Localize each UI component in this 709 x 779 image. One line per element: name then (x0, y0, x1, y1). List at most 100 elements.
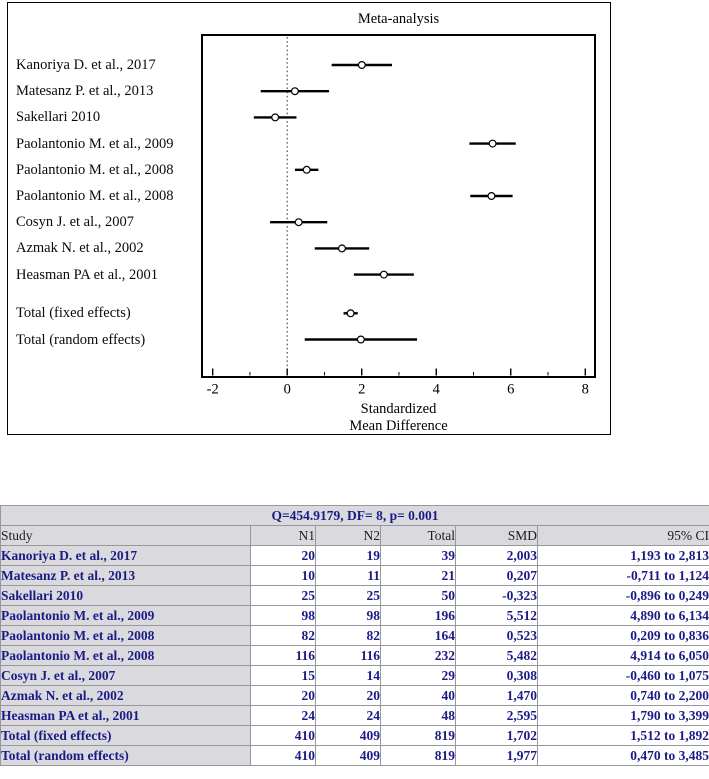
column-header-n1: N1 (250, 525, 316, 546)
study-label: Kanoriya D. et al., 2017 (16, 57, 156, 73)
value-cell: 5,512 (455, 605, 538, 626)
value-cell: 1,193 to 2,813 (537, 545, 709, 566)
value-cell: 25 (250, 585, 316, 606)
value-cell: 409 (315, 745, 381, 766)
study-label: Paolantonio M. et al., 2008 (16, 161, 174, 178)
value-cell: 0,740 to 2,200 (537, 685, 709, 706)
x-axis-label-line1: Standardized (360, 401, 437, 417)
value-cell: 1,790 to 3,399 (537, 705, 709, 726)
value-cell: 11 (315, 565, 381, 586)
column-header-95-ci: 95% CI (537, 525, 709, 546)
study-name-cell: Azmak N. et al., 2002 (0, 685, 251, 706)
column-header-smd: SMD (455, 525, 538, 546)
column-header-n2: N2 (315, 525, 381, 546)
value-cell: 1,977 (455, 745, 538, 766)
table-row: Kanoriya D. et al., 2017 20 19 39 2,003 1,193… (0, 545, 709, 566)
column-header-study: Study (0, 525, 251, 546)
value-cell: 0,308 (455, 665, 538, 686)
value-cell: 232 (380, 645, 456, 666)
value-cell: 5,482 (455, 645, 538, 666)
value-cell: 98 (315, 605, 381, 626)
value-cell: 410 (250, 725, 316, 746)
value-cell: -0,896 to 0,249 (537, 585, 709, 606)
chart-title: Meta-analysis (357, 11, 440, 27)
value-cell: 98 (250, 605, 316, 626)
table-row: Matesanz P. et al., 2013 10 11 21 0,207 -0,71… (0, 565, 709, 586)
column-header-total: Total (380, 525, 456, 546)
value-cell: -0,323 (455, 585, 538, 606)
value-cell: 20 (250, 545, 316, 566)
value-cell: 25 (315, 585, 381, 606)
value-cell: 15 (250, 665, 316, 686)
value-cell: 19 (315, 545, 381, 566)
value-cell: 0,470 to 3,485 (537, 745, 709, 766)
value-cell: 24 (315, 705, 381, 726)
table-row: Cosyn J. et al., 2007 15 14 29 0,308 -0,460 t… (0, 665, 709, 686)
study-label: Heasman PA et al., 2001 (16, 266, 159, 283)
value-cell: 0,209 to 0,836 (537, 625, 709, 646)
value-cell: 409 (315, 725, 381, 746)
value-cell: 819 (380, 725, 456, 746)
study-label: Cosyn J. et al., 2007 (16, 214, 135, 231)
value-cell: 0,523 (455, 625, 538, 646)
value-cell: 20 (250, 685, 316, 706)
study-label: Paolantonio M. et al., 2008 (16, 188, 174, 204)
value-cell: 2,595 (455, 705, 538, 726)
study-label: Total (fixed effects) (16, 305, 131, 322)
value-cell: 21 (380, 565, 456, 586)
study-name-cell: Total (random effects) (0, 745, 251, 766)
table-row: Total (fixed effects) 410 409 819 1,702 1,512… (0, 725, 709, 746)
results-table: Q=454.9179, DF= 8, p= 0.001 Study N1 N2 Tota… (0, 505, 709, 766)
study-label: Total (random effects) (16, 331, 146, 348)
value-cell: 48 (380, 705, 456, 726)
value-cell: 29 (380, 665, 456, 686)
study-name-cell: Paolantonio M. et al., 2008 (0, 625, 251, 646)
study-label: Sakellari 2010 (16, 109, 101, 126)
table-row: Heasman PA et al., 2001 24 24 48 2,595 1,790 … (0, 705, 709, 726)
value-cell: 14 (315, 665, 381, 686)
value-cell: 0,207 (455, 565, 538, 586)
value-cell: 1,512 to 1,892 (537, 725, 709, 746)
value-cell: 116 (315, 645, 381, 666)
value-cell: 164 (380, 625, 456, 646)
value-cell: 410 (250, 745, 316, 766)
value-cell: -0,711 to 1,124 (537, 565, 709, 586)
table-row: Paolantonio M. et al., 2008 82 82 164 0,523 0… (0, 625, 709, 646)
study-name-cell: Matesanz P. et al., 2013 (0, 565, 251, 586)
study-label: Matesanz P. et al., 2013 (16, 83, 154, 100)
table-row: Paolantonio M. et al., 2009 98 98 196 5,512 4… (0, 605, 709, 626)
value-cell: 20 (315, 685, 381, 706)
table-row: Azmak N. et al., 2002 20 20 40 1,470 0,740 to… (0, 685, 709, 706)
value-cell: 4,890 to 6,134 (537, 605, 709, 626)
value-cell: 1,702 (455, 725, 538, 746)
study-name-cell: Sakellari 2010 (0, 585, 251, 606)
table-row: Paolantonio M. et al., 2008 116 116 232 5,48… (0, 645, 709, 666)
study-name-cell: Cosyn J. et al., 2007 (0, 665, 251, 686)
value-cell: 1,470 (455, 685, 538, 706)
value-cell: 116 (250, 645, 316, 666)
study-name-cell: Kanoriya D. et al., 2017 (0, 545, 251, 566)
value-cell: 4,914 to 6,050 (537, 645, 709, 666)
table-row: Sakellari 2010 25 25 50 -0,323 -0,896 to 0,24… (0, 585, 709, 606)
value-cell: 82 (315, 625, 381, 646)
results-table-body: Q=454.9179, DF= 8, p= 0.001 Study N1 N2 Tota… (0, 505, 709, 766)
value-cell: 39 (380, 545, 456, 566)
value-cell: 2,003 (455, 545, 538, 566)
value-cell: 819 (380, 745, 456, 766)
study-name-cell: Heasman PA et al., 2001 (0, 705, 251, 726)
value-cell: 50 (380, 585, 456, 606)
value-cell: -0,460 to 1,075 (537, 665, 709, 686)
table-header-row: Study N1 N2 Total SMD 95% CI (0, 525, 709, 546)
study-name-cell: Paolantonio M. et al., 2008 (0, 645, 251, 666)
x-axis-label-line2: Mean Difference (349, 418, 448, 434)
value-cell: 10 (250, 565, 316, 586)
study-label: Azmak N. et al., 2002 (16, 240, 144, 257)
study-label: Paolantonio M. et al., 2009 (16, 135, 174, 152)
study-name-cell: Paolantonio M. et al., 2009 (0, 605, 251, 626)
heterogeneity-statistics: Q=454.9179, DF= 8, p= 0.001 (0, 505, 709, 526)
value-cell: 82 (250, 625, 316, 646)
value-cell: 40 (380, 685, 456, 706)
value-cell: 24 (250, 705, 316, 726)
study-name-cell: Total (fixed effects) (0, 725, 251, 746)
